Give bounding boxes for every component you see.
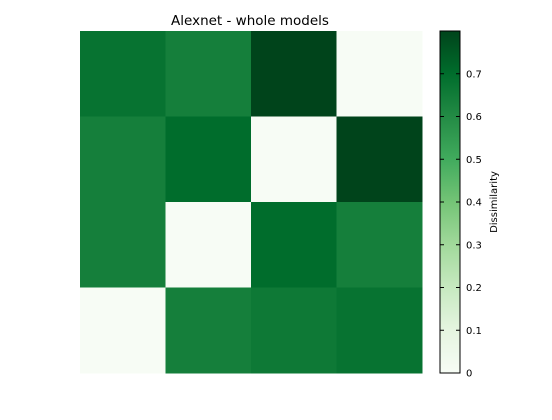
heatmap-cell-r1-c1 bbox=[165, 116, 252, 203]
heatmap-cell-r3-c1 bbox=[165, 287, 252, 374]
colorbar-tick-label: 0 bbox=[466, 369, 472, 380]
heatmap-cell-r0-c0 bbox=[80, 31, 166, 117]
heatmap-cell-r1-c2 bbox=[251, 116, 337, 203]
colorbar-tick-label: 0.5 bbox=[466, 155, 482, 166]
heatmap-cell-r0-c1 bbox=[165, 31, 252, 117]
colorbar-label: Dissimilarity bbox=[489, 171, 500, 233]
heatmap-cell-r3-c2 bbox=[251, 287, 337, 374]
colorbar-tick-label: 0.2 bbox=[466, 283, 482, 294]
heatmap-cell-r2-c3 bbox=[336, 202, 423, 288]
colorbar-tick-label: 0.4 bbox=[466, 198, 482, 209]
heatmap-cell-r0-c3 bbox=[336, 31, 423, 117]
heatmap-cell-r0-c2 bbox=[251, 31, 337, 117]
colorbar-ticks: 0 0.1 0.2 0.3 0.4 0.5 0.6 0.7 bbox=[440, 69, 482, 380]
colorbar-tick-label: 0.1 bbox=[466, 326, 482, 337]
heatmap-cell-r1-c3 bbox=[336, 116, 423, 203]
heatmap-cell-r2-c0 bbox=[80, 202, 166, 288]
heatmap-cell-r3-c3 bbox=[336, 287, 423, 374]
heatmap-cell-r2-c2 bbox=[251, 202, 337, 288]
heatmap-cell-r1-c0 bbox=[80, 116, 166, 203]
heatmap-cells bbox=[80, 31, 423, 374]
colorbar-tick-label: 0.6 bbox=[466, 112, 482, 123]
colorbar-tick-label: 0.3 bbox=[466, 240, 482, 251]
heatmap-cell-r2-c1 bbox=[165, 202, 252, 288]
heatmap-cell-r3-c0 bbox=[80, 287, 166, 374]
chart-title: Alexnet - whole models bbox=[171, 13, 329, 29]
colorbar-tick-label: 0.7 bbox=[466, 69, 482, 80]
